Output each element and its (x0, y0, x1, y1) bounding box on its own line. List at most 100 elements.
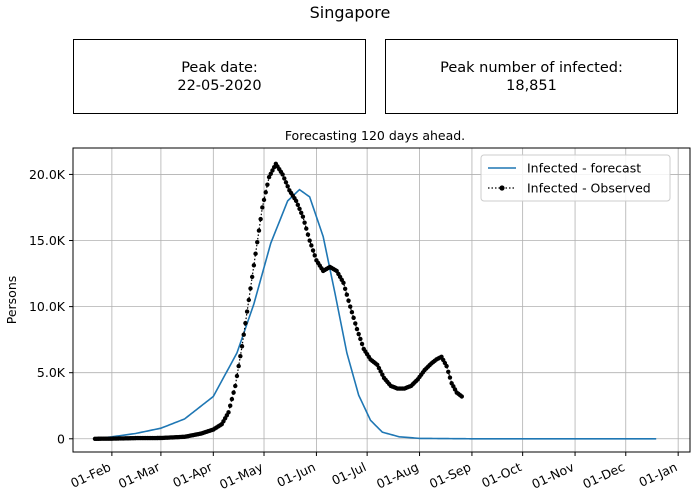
plot-frame (72, 147, 691, 453)
chart-subtitle: Forecasting 120 days ahead. (284, 128, 466, 143)
legend-forecast-label: Infected - forecast (527, 161, 641, 176)
peak-infected-box: Peak number of infected: 18,851 (385, 39, 678, 114)
observed-point (299, 210, 304, 215)
legend: Infected - forecast Infected - Observed (480, 154, 671, 202)
x-tick-label: 01-Dec (580, 459, 627, 491)
observed-point (375, 362, 380, 367)
observed-point (261, 197, 267, 203)
x-tick-label: 01-Oct (479, 459, 524, 491)
observed-point (263, 190, 268, 195)
observed-point (246, 297, 251, 303)
y-tick-label: 10.0K (29, 299, 66, 314)
observed-point (293, 198, 299, 204)
observed-point (228, 403, 233, 408)
observed-point (310, 248, 316, 253)
observed-point (447, 375, 453, 380)
observed-point (239, 344, 245, 349)
y-axis-label: Persons (4, 276, 19, 325)
observed-point (249, 274, 255, 280)
observed-point (344, 292, 350, 297)
x-tick-label: 01-Apr (170, 459, 215, 491)
observed-point (234, 373, 240, 379)
observed-point (283, 180, 289, 185)
observed-point (265, 182, 270, 187)
observed-point (248, 286, 253, 291)
observed-point (341, 280, 346, 286)
observed-point (253, 251, 258, 256)
observed-point (243, 320, 248, 326)
observed-point (358, 336, 363, 342)
peak-infected-value: 18,851 (506, 77, 557, 94)
legend-observed-swatch-marker (499, 185, 505, 191)
observed-point (285, 184, 290, 189)
observed-point (351, 315, 356, 321)
observed-point (356, 331, 361, 337)
observed-point (302, 220, 307, 225)
series-observed-line (94, 162, 463, 440)
peak-date-value: 22-05-2020 (177, 77, 262, 94)
legend-box (480, 154, 671, 202)
observed-point (376, 365, 382, 371)
y-tick-label: 20.0K (29, 167, 66, 182)
observed-point (378, 369, 383, 374)
observed-point (255, 239, 260, 245)
observed-point (348, 304, 353, 309)
x-tick-label: 01-Jun (275, 459, 318, 490)
observed-point (229, 396, 235, 402)
observed-point (354, 326, 360, 332)
observed-point (258, 216, 263, 222)
observed-point (346, 298, 351, 303)
peak-date-box: Peak date: 22-05-2020 (73, 39, 366, 114)
page-title: Singapore (309, 3, 391, 22)
x-tick-label: 01-Jan (636, 459, 679, 490)
x-tick-label: 01-Jul (329, 459, 368, 488)
observed-point (300, 214, 306, 219)
observed-point (226, 410, 231, 415)
observed-point (268, 171, 273, 176)
observed-point (260, 205, 265, 210)
observed-point (251, 263, 257, 268)
observed-point (359, 341, 365, 347)
observed-point (349, 310, 355, 315)
y-tick-label: 5.0K (37, 365, 66, 380)
x-tick-label: 01-Aug (374, 459, 421, 491)
observed-point (305, 232, 311, 237)
x-tick-label: 01-May (217, 459, 266, 492)
y-tick-label: 0 (57, 431, 65, 446)
peak-infected-label: Peak number of infected: (440, 59, 623, 76)
observed-point (307, 238, 312, 243)
observed-point (233, 383, 238, 389)
series-forecast-line (94, 188, 657, 440)
legend-observed-label: Infected - Observed (527, 181, 651, 196)
observed-point (280, 172, 285, 177)
observed-point (353, 321, 358, 326)
observed-point (380, 372, 385, 377)
series-observed-markers (92, 161, 464, 441)
observed-point (271, 164, 277, 170)
observed-point (304, 226, 309, 231)
observed-point (244, 309, 250, 314)
observed-point (444, 363, 449, 369)
observed-point (446, 369, 451, 375)
y-tick-label: 15.0K (29, 233, 66, 248)
observed-point (312, 253, 317, 258)
observed-point (270, 168, 275, 173)
observed-point (238, 353, 243, 359)
x-tick-label: 01-Sep (427, 459, 473, 491)
observed-point (266, 174, 272, 180)
observed-point (459, 394, 464, 399)
observed-point (256, 228, 262, 233)
observed-point (309, 243, 314, 248)
peak-date-label: Peak date: (181, 59, 258, 76)
observed-point (342, 286, 348, 291)
observed-point (297, 206, 302, 211)
observed-point (282, 176, 287, 181)
x-tick-label: 01-Mar (116, 459, 163, 492)
observed-point (295, 202, 301, 208)
observed-point (241, 332, 246, 337)
observed-point (236, 363, 241, 369)
observed-point (231, 390, 236, 395)
x-tick-label: 01-Feb (68, 459, 113, 491)
x-tick-label: 01-Nov (529, 459, 576, 492)
